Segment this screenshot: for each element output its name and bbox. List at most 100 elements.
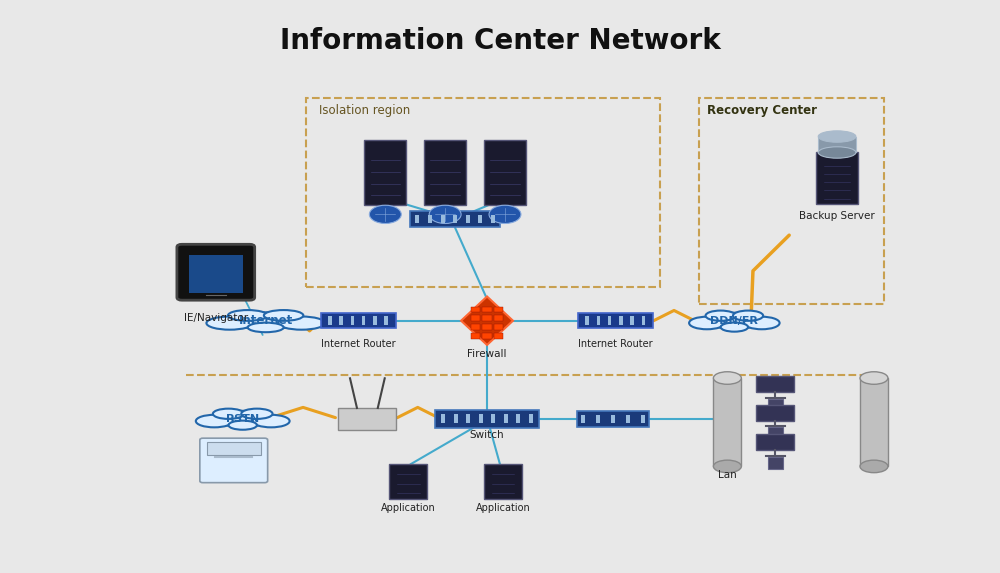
FancyBboxPatch shape: [177, 244, 255, 300]
Bar: [415, 215, 419, 223]
Bar: [494, 307, 503, 312]
Bar: [362, 316, 365, 325]
FancyBboxPatch shape: [389, 464, 427, 499]
Ellipse shape: [248, 323, 284, 332]
FancyBboxPatch shape: [816, 152, 858, 204]
Bar: [339, 316, 343, 325]
FancyBboxPatch shape: [424, 140, 466, 205]
Circle shape: [489, 205, 521, 223]
Ellipse shape: [214, 411, 271, 427]
FancyBboxPatch shape: [207, 442, 261, 454]
FancyBboxPatch shape: [756, 405, 794, 421]
Text: Internet Router: Internet Router: [321, 339, 396, 349]
Bar: [466, 414, 470, 423]
FancyBboxPatch shape: [484, 140, 526, 205]
Bar: [471, 324, 480, 330]
Ellipse shape: [860, 372, 888, 384]
Text: Switch: Switch: [470, 430, 504, 440]
Bar: [384, 316, 388, 325]
Bar: [491, 414, 495, 423]
Bar: [596, 415, 600, 423]
Bar: [818, 136, 856, 152]
Ellipse shape: [713, 372, 741, 384]
Circle shape: [369, 205, 401, 223]
Ellipse shape: [264, 310, 303, 321]
Bar: [479, 414, 483, 423]
FancyBboxPatch shape: [768, 399, 783, 410]
FancyBboxPatch shape: [338, 408, 396, 430]
Text: Application: Application: [476, 503, 530, 513]
Bar: [630, 316, 634, 325]
Ellipse shape: [196, 415, 233, 427]
FancyBboxPatch shape: [364, 140, 406, 205]
FancyBboxPatch shape: [200, 438, 268, 482]
Bar: [482, 307, 492, 312]
Text: Recovery Center: Recovery Center: [707, 104, 817, 117]
Ellipse shape: [860, 460, 888, 473]
Ellipse shape: [230, 312, 302, 329]
Text: Lan: Lan: [718, 470, 737, 480]
Polygon shape: [461, 296, 513, 345]
Bar: [585, 316, 589, 325]
Ellipse shape: [733, 311, 763, 321]
FancyBboxPatch shape: [484, 464, 522, 499]
Ellipse shape: [744, 317, 780, 329]
Bar: [471, 307, 480, 312]
Bar: [619, 316, 623, 325]
Bar: [494, 315, 503, 321]
Ellipse shape: [213, 409, 244, 419]
Bar: [611, 415, 615, 423]
Bar: [491, 215, 495, 223]
Ellipse shape: [707, 313, 762, 329]
FancyBboxPatch shape: [321, 313, 396, 328]
Bar: [466, 215, 470, 223]
Bar: [328, 316, 332, 325]
Bar: [581, 415, 585, 423]
Bar: [641, 415, 645, 423]
FancyBboxPatch shape: [756, 376, 794, 392]
Ellipse shape: [721, 323, 748, 332]
Bar: [471, 333, 480, 339]
FancyBboxPatch shape: [435, 410, 539, 428]
Bar: [482, 333, 492, 339]
Text: Internet: Internet: [239, 314, 293, 327]
Text: Internet Router: Internet Router: [578, 339, 653, 349]
Ellipse shape: [818, 147, 856, 158]
FancyBboxPatch shape: [713, 378, 741, 466]
FancyBboxPatch shape: [756, 434, 794, 450]
FancyBboxPatch shape: [577, 411, 649, 427]
Bar: [529, 414, 533, 423]
FancyBboxPatch shape: [578, 313, 653, 328]
FancyBboxPatch shape: [189, 255, 243, 293]
Ellipse shape: [818, 131, 856, 142]
Text: IE/Navigator: IE/Navigator: [184, 313, 248, 323]
Text: Firewall: Firewall: [467, 349, 507, 359]
Bar: [482, 324, 492, 330]
Ellipse shape: [228, 310, 267, 321]
Bar: [494, 324, 503, 330]
Bar: [441, 414, 445, 423]
Bar: [516, 414, 520, 423]
Bar: [642, 316, 645, 325]
Bar: [597, 316, 600, 325]
Ellipse shape: [229, 421, 257, 430]
Bar: [626, 415, 630, 423]
Text: Information Center Network: Information Center Network: [280, 28, 720, 56]
Ellipse shape: [253, 415, 290, 427]
Text: PSTN: PSTN: [226, 414, 259, 424]
Ellipse shape: [278, 316, 325, 329]
Ellipse shape: [689, 317, 725, 329]
Text: Isolation region: Isolation region: [319, 104, 410, 117]
Bar: [351, 316, 354, 325]
Bar: [454, 414, 458, 423]
Bar: [441, 215, 445, 223]
Text: DDN/FR: DDN/FR: [710, 316, 758, 325]
FancyBboxPatch shape: [860, 378, 888, 466]
Bar: [373, 316, 377, 325]
Ellipse shape: [706, 311, 736, 321]
Bar: [494, 333, 503, 339]
Ellipse shape: [713, 460, 741, 473]
Text: Backup Server: Backup Server: [799, 211, 875, 221]
Ellipse shape: [206, 316, 253, 329]
Bar: [504, 414, 508, 423]
